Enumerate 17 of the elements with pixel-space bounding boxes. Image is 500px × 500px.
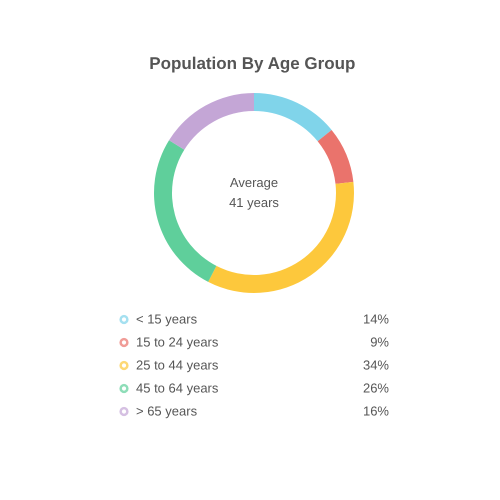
legend-label: < 15 years — [136, 312, 198, 326]
text: 41 years — [229, 195, 280, 210]
data-label: 16% — [362, 404, 390, 418]
legend-label: 15 to 24 years — [136, 334, 219, 350]
data-label: 14% — [362, 312, 390, 326]
donut-slice — [318, 130, 354, 184]
donut-slice — [169, 93, 254, 150]
legend-label: 25 to 44 years — [136, 358, 219, 372]
data-label: 34% — [362, 358, 390, 372]
data-label: 26% — [362, 380, 390, 396]
donut-slice — [154, 140, 216, 282]
chart-title: Population By Age Group — [149, 54, 356, 73]
text: Average — [230, 175, 278, 190]
legend-label: 45 to 64 years — [136, 380, 219, 396]
legend-label: > 65 years — [136, 404, 198, 418]
data-label: 9% — [370, 334, 390, 350]
donut-slice — [254, 93, 332, 142]
